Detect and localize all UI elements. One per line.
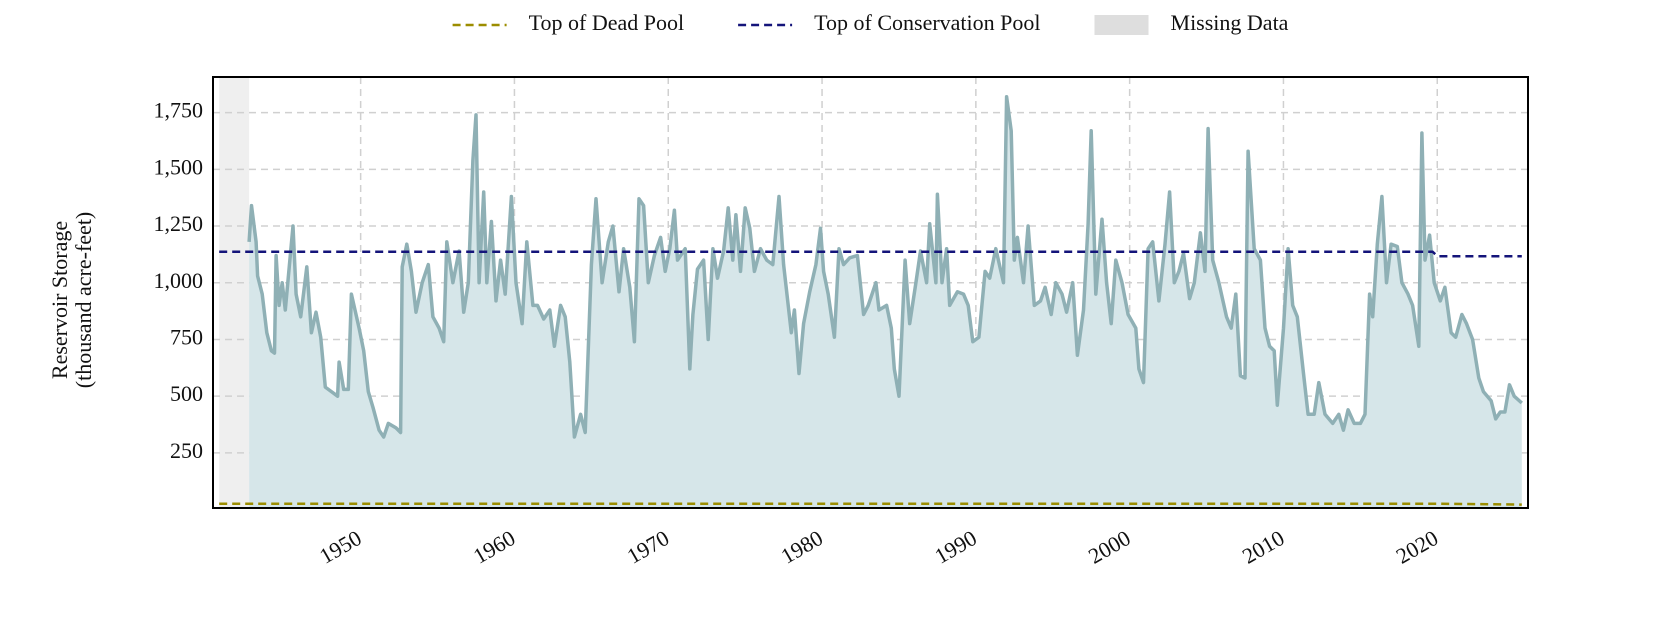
y-tick-label: 500	[170, 381, 203, 406]
missing-data-region	[219, 77, 250, 508]
legend-label: Top of Dead Pool	[529, 10, 685, 35]
x-tick-label: 1950	[315, 525, 366, 569]
legend-label: Missing Data	[1171, 10, 1289, 35]
plot-frame	[212, 76, 1529, 509]
x-tick-label: 1980	[776, 525, 827, 569]
x-tick-label: 1970	[623, 525, 674, 569]
x-tick-label: 2000	[1084, 525, 1135, 569]
x-tick-label: 1960	[469, 525, 520, 569]
y-tick-label: 1,500	[154, 154, 204, 179]
y-tick-label: 250	[170, 438, 203, 463]
x-tick-label: 2010	[1238, 525, 1289, 569]
reference-line	[219, 250, 1522, 258]
y-axis-label: (thousand acre-feet)	[71, 212, 96, 389]
y-tick-label: 750	[170, 325, 203, 350]
legend-swatch	[1094, 15, 1149, 35]
y-tick-label: 1,000	[154, 268, 204, 293]
x-tick-label: 1990	[930, 525, 981, 569]
x-tick-label: 2020	[1392, 525, 1443, 569]
plot-area	[213, 77, 1528, 508]
y-tick-label: 1,250	[154, 211, 204, 236]
legend: Top of Dead Pool Top of Conservation Pool…	[452, 10, 1289, 35]
storage-area	[249, 96, 1522, 508]
y-tick-label: 1,750	[154, 98, 204, 123]
y-axis-label: Reservoir Storage	[47, 221, 72, 379]
reference-line	[219, 502, 1522, 506]
storage-line	[247, 94, 1523, 439]
legend-label: Top of Conservation Pool	[814, 10, 1040, 35]
